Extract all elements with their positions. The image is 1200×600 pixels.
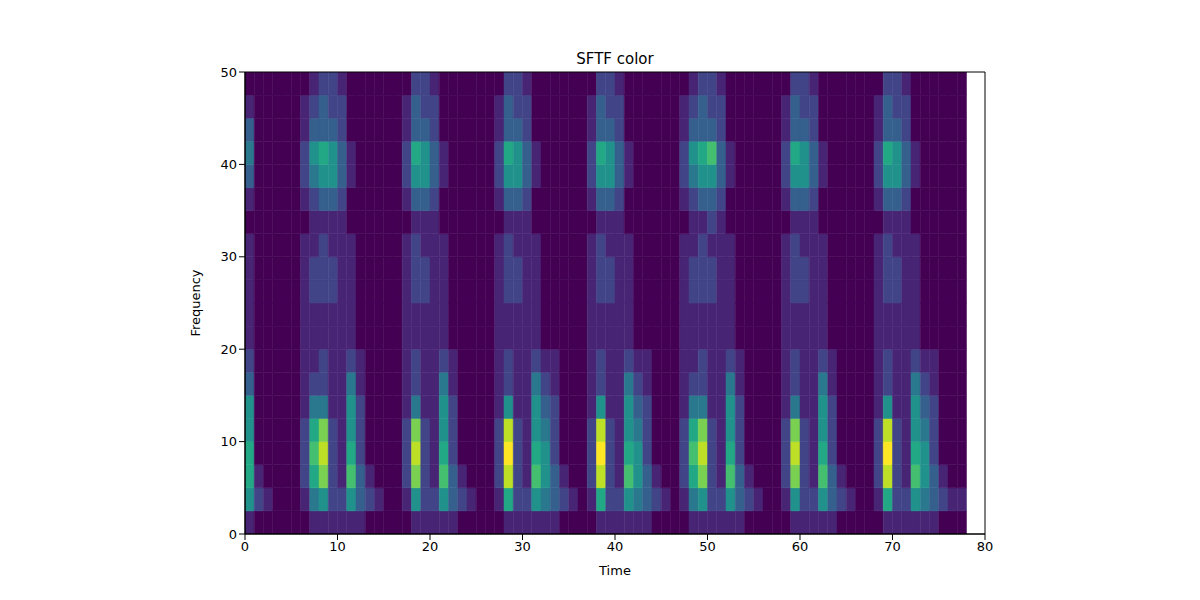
svg-text:80: 80: [977, 539, 994, 554]
svg-text:0: 0: [229, 527, 237, 542]
svg-text:50: 50: [699, 539, 716, 554]
svg-text:10: 10: [220, 434, 237, 449]
svg-text:30: 30: [514, 539, 531, 554]
svg-text:40: 40: [607, 539, 624, 554]
svg-text:Frequency: Frequency: [188, 269, 203, 336]
html-text:SFTF color: SFTF color: [576, 50, 654, 68]
svg-text:70: 70: [884, 539, 901, 554]
svg-text:30: 30: [220, 249, 237, 264]
svg-text:Time: Time: [598, 563, 631, 578]
svg-text:20: 20: [220, 342, 237, 357]
svg-text:10: 10: [329, 539, 346, 554]
svg-text:40: 40: [220, 157, 237, 172]
svg-text:50: 50: [220, 65, 237, 80]
svg-text:0: 0: [241, 539, 249, 554]
svg-text:20: 20: [422, 539, 439, 554]
svg-text:60: 60: [792, 539, 809, 554]
